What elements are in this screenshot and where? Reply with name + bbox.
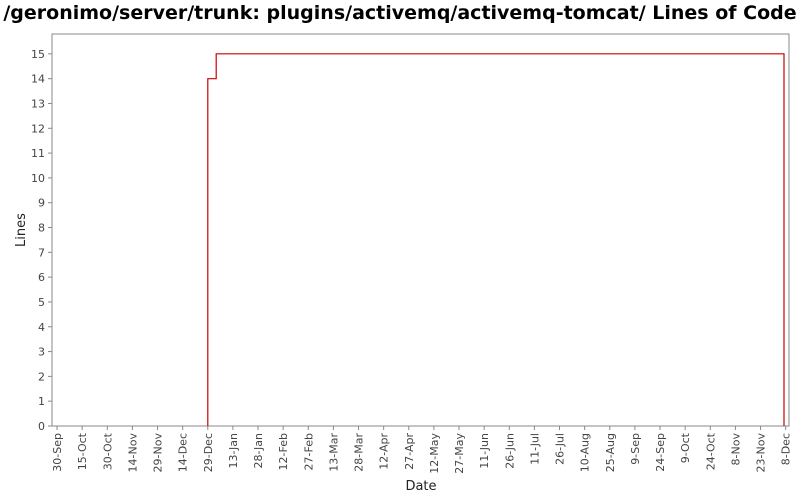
x-tick-label: 26-Jun [503, 433, 516, 469]
x-axis-label: Date [405, 479, 436, 494]
y-tick-label: 11 [31, 147, 45, 160]
y-tick-label: 7 [38, 246, 45, 259]
x-tick-label: 12-Feb [277, 433, 290, 470]
x-tick-label: 24-Sep [654, 433, 667, 472]
x-tick-label: 29-Dec [202, 433, 215, 472]
y-tick-label: 6 [38, 271, 45, 284]
x-tick-label: 8-Dec [780, 433, 793, 465]
y-tick-label: 3 [38, 346, 45, 359]
x-tick-label: 12-Apr [378, 433, 391, 470]
x-tick-label: 15-Oct [76, 432, 89, 470]
y-tick-label: 15 [31, 48, 45, 61]
x-tick-label: 11-Jun [478, 433, 491, 469]
y-tick-label: 9 [38, 197, 45, 210]
x-tick-label: 24-Oct [704, 432, 717, 470]
x-tick-label: 10-Aug [579, 433, 592, 472]
x-tick-label: 25-Aug [604, 433, 617, 472]
x-tick-label: 9-Oct [679, 432, 692, 463]
x-tick-label: 27-Feb [302, 433, 315, 470]
y-tick-label: 2 [38, 370, 45, 383]
y-tick-label: 14 [31, 73, 45, 86]
x-tick-label: 14-Nov [126, 433, 139, 473]
x-tick-label: 11-Jul [528, 433, 541, 465]
series-layer [207, 53, 785, 426]
y-tick-label: 10 [31, 172, 45, 185]
x-tick-label: 13-Jan [227, 433, 240, 469]
y-tick-label: 12 [31, 122, 45, 135]
y-tick-label: 13 [31, 97, 45, 110]
y-tick-label: 0 [38, 420, 45, 433]
x-tick-label: 29-Nov [152, 433, 165, 473]
y-tick-label: 8 [38, 222, 45, 235]
y-tick-label: 5 [38, 296, 45, 309]
x-tick-label: 8-Nov [729, 433, 742, 466]
x-tick-label: 23-Nov [755, 433, 768, 473]
x-axis: 30-Sep 15-Oct 30-Oct 14-Nov 29-Nov 14-Dec 29-D… [51, 426, 793, 474]
x-tick-label: 30-Oct [101, 432, 114, 470]
y-tick-label: 4 [38, 321, 45, 334]
x-tick-label: 13-Mar [327, 433, 340, 472]
y-tick-label: 1 [38, 395, 45, 408]
x-tick-label: 26-Jul [554, 433, 567, 465]
x-tick-label: 14-Dec [177, 433, 190, 472]
series-line [207, 53, 785, 426]
x-tick-label: 30-Sep [51, 433, 64, 472]
x-tick-label: 28-Jan [252, 433, 265, 469]
x-tick-label: 9-Sep [629, 433, 642, 465]
y-axis-label: Lines [14, 213, 29, 247]
x-tick-label: 12-May [428, 433, 441, 474]
plot-area [51, 33, 790, 427]
x-tick-label: 27-Apr [403, 433, 416, 470]
chart-title: /geronimo/server/trunk: plugins/activemq… [3, 2, 797, 24]
x-tick-label: 28-Mar [353, 433, 366, 472]
x-tick-label: 27-May [453, 433, 466, 474]
